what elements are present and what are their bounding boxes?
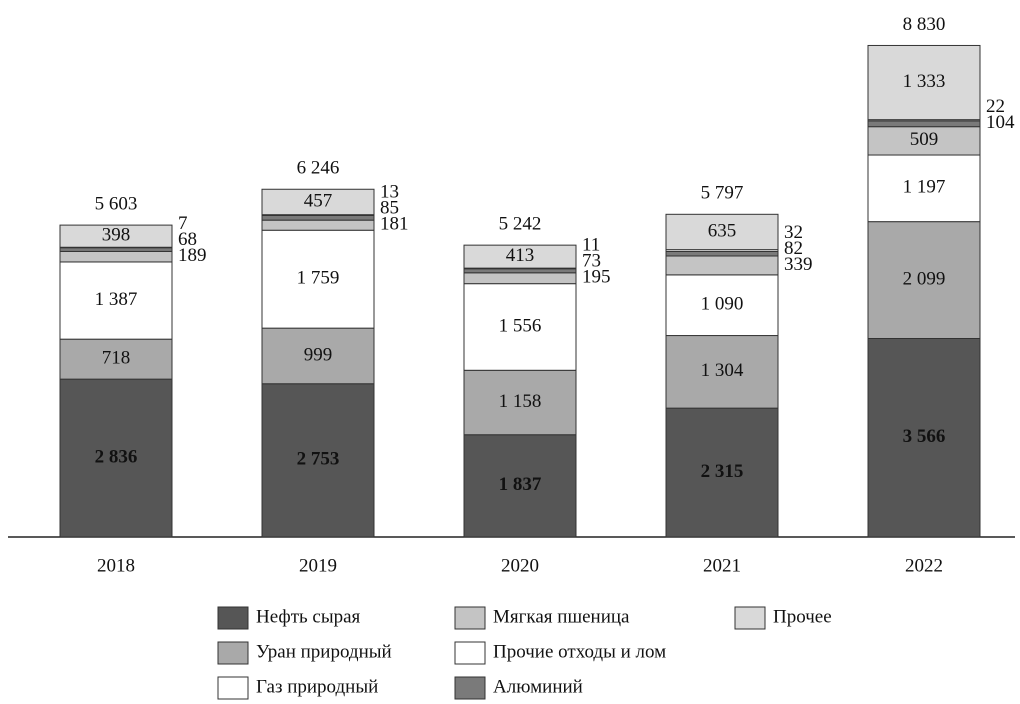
value-label: 195 [582,267,611,288]
bar-segment [463,268,577,274]
value-label: 13 [380,182,399,203]
value-label: 718 [102,348,131,369]
legend-swatch [217,676,249,700]
value-label: 339 [784,254,813,275]
legend-swatch [454,606,486,630]
value-label: 22 [986,96,1005,117]
value-label: 11 [582,235,600,256]
bar-segment [261,229,375,329]
value-label: 7 [178,213,188,234]
value-label: 3 566 [903,426,946,447]
bar-segment [261,188,375,216]
bar-segment [867,126,981,156]
legend-swatch [217,641,249,665]
x-tick-label: 2018 [97,555,135,576]
bar-segment [867,337,981,538]
legend-label: Прочее [773,606,832,627]
value-label: 398 [102,225,131,246]
total-label: 5 603 [95,193,138,214]
bar-segment [261,327,375,385]
value-label: 1 090 [701,294,744,315]
legend-label: Нефть сырая [256,606,361,627]
bar-segment [665,250,779,257]
legend-label: Уран природный [256,641,392,662]
x-tick-label: 2022 [905,555,943,576]
value-label: 1 556 [499,315,542,336]
bar-segment [261,219,375,231]
value-label: 82 [784,238,803,259]
value-label: 2 753 [297,449,340,470]
legend-swatch [454,641,486,665]
x-tick-label: 2019 [299,555,337,576]
bar-segment [59,224,173,248]
total-label: 6 246 [297,158,340,179]
value-label: 104 [986,112,1015,133]
bar-segment [463,244,577,269]
x-tick-label: 2020 [501,555,539,576]
bar-segment [463,369,577,436]
bar-segment [463,283,577,371]
value-label: 85 [380,198,399,219]
bar-segment [867,120,981,128]
bar-segment [59,378,173,538]
value-label: 509 [910,129,939,150]
bar-segment [59,338,173,380]
bar-segment [463,272,577,285]
legend-label: Прочие отходы и лом [493,641,666,662]
total-label: 8 830 [903,14,946,35]
bar-segment [59,250,173,263]
bar-segment [665,255,779,276]
value-label: 73 [582,251,601,272]
legend-swatch [217,606,249,630]
value-label: 68 [178,229,197,250]
bar-segment [665,274,779,337]
legend-label: Газ природный [256,676,378,697]
value-label: 181 [380,214,409,235]
value-label: 2 099 [903,268,946,289]
bar-segment [867,154,981,223]
value-label: 1 387 [95,289,138,310]
value-label: 1 759 [297,268,340,289]
total-label: 5 242 [499,214,542,235]
value-label: 1 304 [701,360,744,381]
legend-swatch [734,606,766,630]
bar-segment [665,407,779,538]
value-label: 189 [178,245,207,266]
value-label: 32 [784,222,803,243]
value-label: 2 315 [701,461,744,482]
value-label: 1 837 [499,474,542,495]
bar-segment [867,44,981,121]
legend-label: Алюминий [493,676,583,697]
x-tick-label: 2021 [703,555,741,576]
bar-segment [463,434,577,538]
bar-segment [665,335,779,409]
legend-swatch [454,676,486,700]
value-label: 1 197 [903,177,946,198]
bar-segment [261,214,375,221]
bar-segment [867,221,981,339]
legend-label: Мягкая пшеница [493,606,630,627]
value-label: 2 836 [95,446,138,467]
bar-segment [261,383,375,538]
value-label: 999 [304,344,333,365]
total-label: 5 797 [701,183,744,204]
value-label: 457 [304,190,333,211]
value-label: 635 [708,220,737,241]
value-label: 413 [506,245,535,266]
bar-segment [665,213,779,251]
value-label: 1 333 [903,71,946,92]
value-label: 1 158 [499,391,542,412]
